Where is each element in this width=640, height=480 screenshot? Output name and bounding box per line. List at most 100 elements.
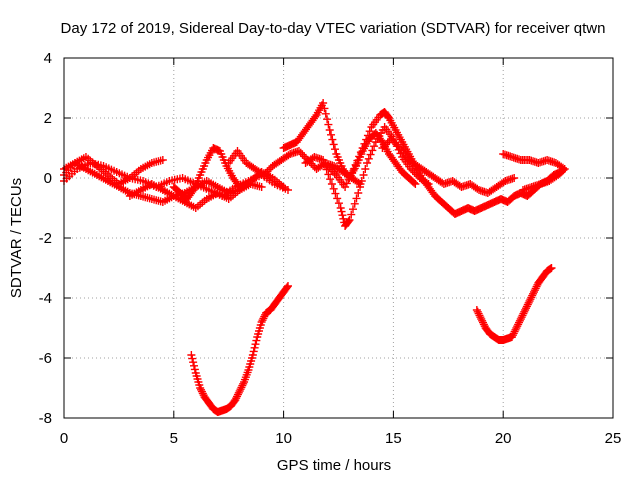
data-point — [189, 358, 198, 367]
data-point — [331, 189, 340, 198]
data-point — [518, 311, 527, 320]
data-point — [518, 186, 527, 194]
x-tick-label: 10 — [275, 430, 292, 447]
data-point — [249, 347, 258, 356]
data-point — [352, 194, 361, 203]
data-point — [526, 295, 535, 304]
data-point — [190, 365, 199, 374]
data-point — [522, 302, 531, 311]
data-point — [474, 309, 483, 318]
data-point — [237, 383, 246, 392]
data-point — [261, 169, 270, 178]
data-point — [523, 300, 532, 309]
data-point — [529, 288, 538, 296]
data-point — [507, 333, 516, 341]
data-point — [338, 211, 347, 220]
data-point — [333, 194, 342, 203]
data-point — [327, 165, 336, 174]
data-point — [345, 216, 354, 224]
data-point — [383, 138, 392, 147]
data-point — [512, 324, 521, 332]
data-point — [323, 162, 332, 170]
data-point — [231, 396, 240, 404]
data-point — [284, 151, 293, 160]
data-point — [356, 183, 365, 191]
data-point — [353, 156, 362, 165]
data-point — [478, 318, 487, 327]
data-point — [250, 343, 259, 352]
data-point — [158, 156, 167, 164]
data-point — [234, 388, 243, 397]
data-point — [339, 214, 348, 223]
data-point — [235, 387, 244, 395]
data-point — [388, 136, 397, 145]
y-tick-label: 2 — [44, 110, 52, 127]
data-point — [525, 297, 534, 305]
data-point — [323, 115, 332, 124]
data-point — [320, 104, 329, 113]
data-point — [341, 183, 350, 191]
data-point — [357, 177, 366, 185]
data-point — [197, 385, 206, 394]
data-point — [257, 183, 266, 191]
data-point — [354, 189, 363, 197]
data-point — [349, 165, 358, 173]
data-point — [547, 175, 556, 184]
data-point — [378, 144, 387, 152]
data-point — [259, 171, 268, 179]
data-point — [351, 160, 360, 169]
data-point — [362, 135, 371, 144]
data-point — [532, 282, 541, 291]
data-point — [325, 126, 334, 134]
data-point — [365, 127, 374, 136]
x-tick-label: 0 — [60, 430, 68, 447]
data-point — [344, 217, 353, 226]
data-point — [300, 152, 309, 161]
data-point — [517, 313, 526, 322]
data-point — [478, 316, 487, 325]
data-point — [321, 109, 330, 118]
data-point — [347, 210, 356, 219]
data-point — [381, 140, 390, 149]
data-point — [521, 306, 530, 314]
data-points — [60, 99, 569, 416]
data-point — [514, 320, 523, 329]
data-point — [329, 184, 338, 193]
data-point — [324, 170, 333, 179]
data-point — [411, 180, 420, 188]
plot-frame — [63, 57, 614, 419]
data-point — [363, 131, 372, 140]
y-tick-label: -8 — [39, 410, 52, 427]
data-point — [259, 314, 268, 323]
x-axis-label: GPS time / hours — [277, 457, 391, 474]
data-point — [236, 385, 245, 394]
data-point — [251, 340, 260, 349]
y-axis-label: SDTVAR / TECUs — [8, 178, 25, 298]
data-point — [350, 199, 359, 208]
data-point — [509, 329, 518, 338]
data-point — [510, 174, 519, 182]
data-point — [319, 156, 328, 164]
data-point — [547, 264, 556, 272]
data-point — [296, 148, 305, 157]
data-point — [516, 315, 525, 323]
data-point — [530, 286, 539, 295]
chart-title: Day 172 of 2019, Sidereal Day-to-day VTE… — [61, 20, 606, 37]
data-point — [198, 389, 207, 398]
x-tick-label: 5 — [170, 430, 178, 447]
data-point — [190, 361, 199, 370]
data-point — [298, 150, 307, 159]
data-point — [283, 283, 292, 292]
data-point — [380, 142, 389, 151]
data-point — [239, 379, 248, 388]
data-point — [188, 187, 197, 196]
data-point — [519, 309, 528, 318]
data-point — [510, 327, 519, 336]
data-point — [196, 384, 205, 392]
data-point — [524, 298, 533, 307]
x-tick-label: 15 — [385, 430, 402, 447]
data-point — [327, 130, 336, 139]
data-point — [528, 291, 537, 300]
data-point — [527, 293, 536, 302]
data-point — [325, 163, 334, 172]
